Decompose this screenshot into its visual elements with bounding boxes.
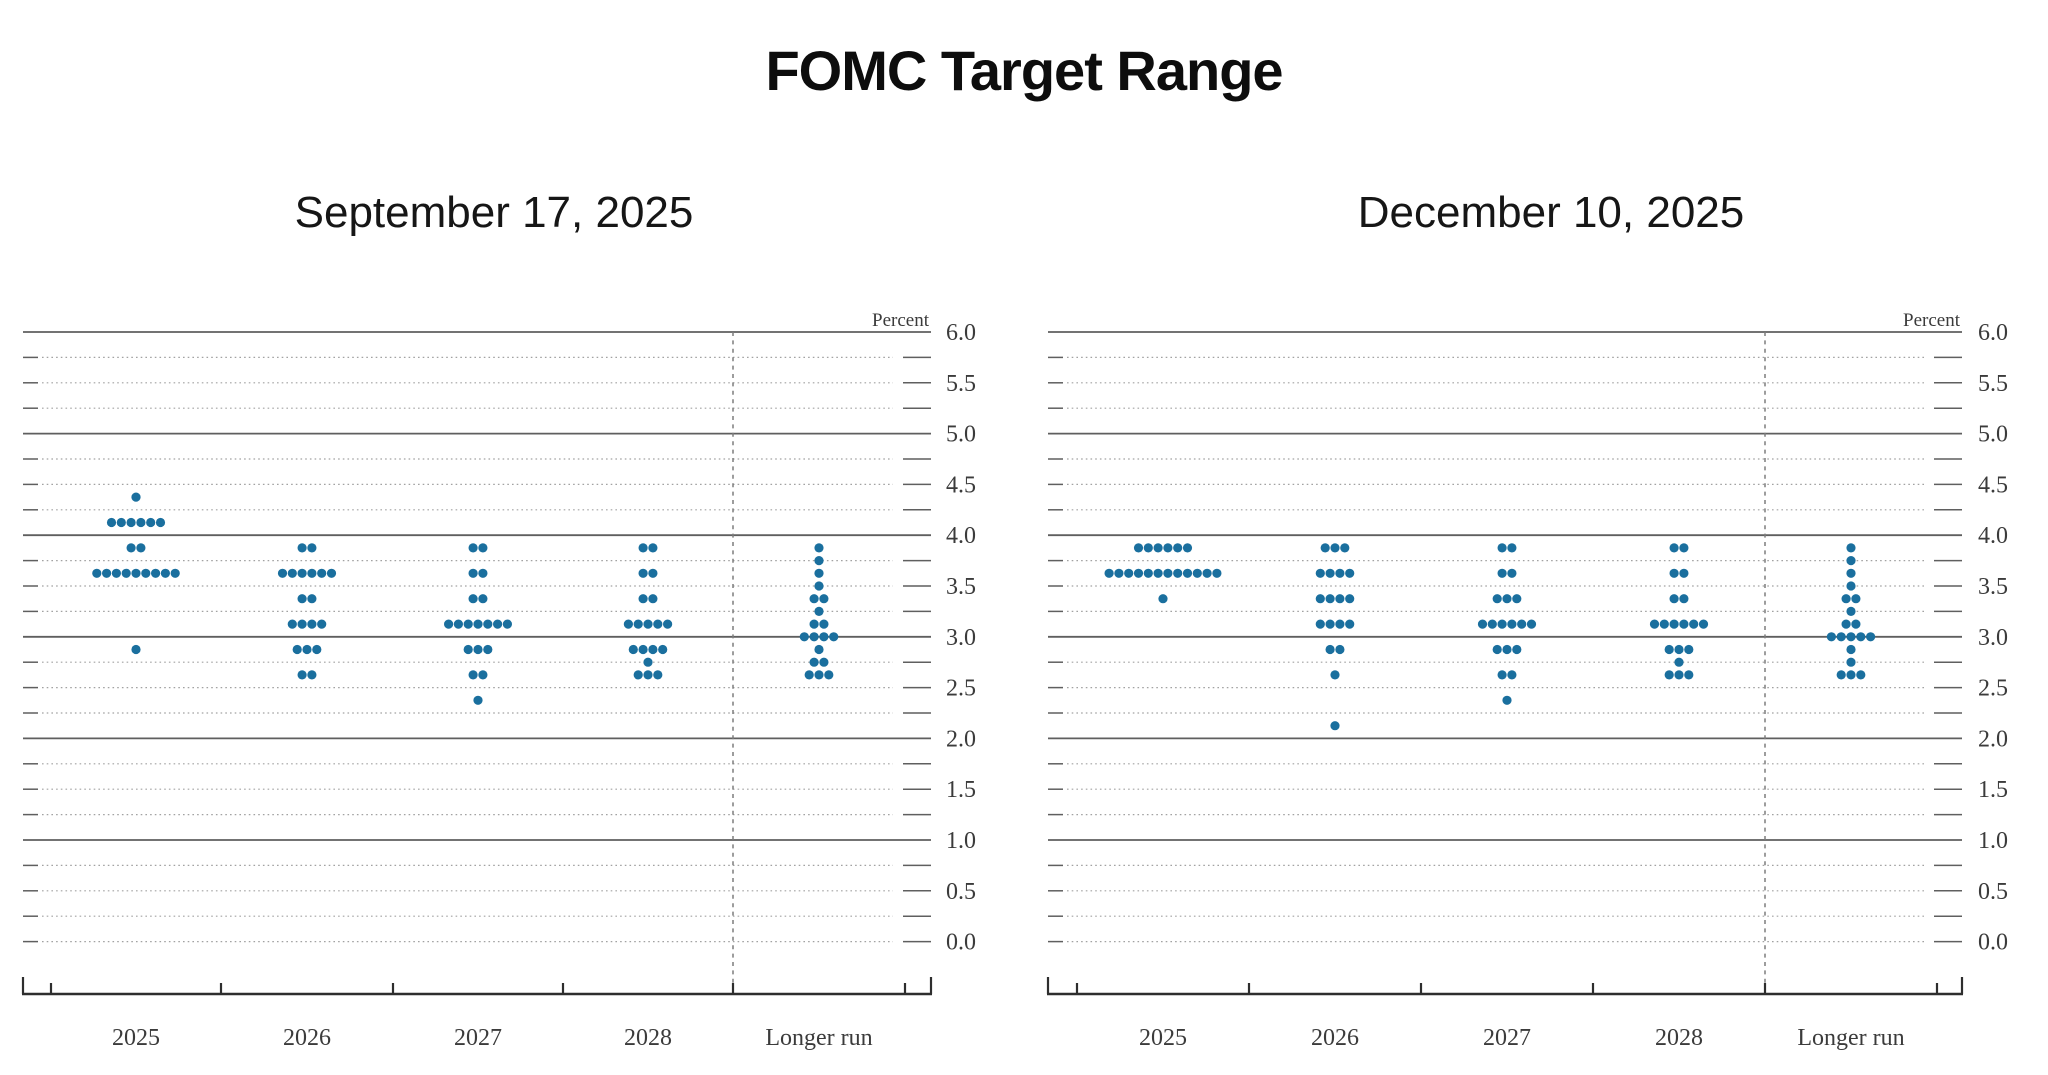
svg-text:1.0: 1.0 — [1978, 828, 2008, 854]
svg-text:3.5: 3.5 — [1978, 574, 2008, 600]
svg-text:0.5: 0.5 — [946, 879, 976, 905]
x-axis-labels: 2025 2026 2027 2028 Longer run — [1139, 1025, 1905, 1051]
svg-text:2028: 2028 — [1655, 1025, 1703, 1051]
gridlines — [1048, 331, 1962, 943]
svg-text:2.0: 2.0 — [1978, 726, 2008, 752]
svg-text:2026: 2026 — [283, 1025, 331, 1051]
svg-text:1.5: 1.5 — [946, 777, 976, 803]
svg-text:2026: 2026 — [1311, 1025, 1359, 1051]
svg-text:5.5: 5.5 — [1978, 371, 2008, 397]
svg-text:0.0: 0.0 — [946, 930, 976, 956]
svg-text:4.5: 4.5 — [1978, 472, 2008, 498]
page-title: FOMC Target Range — [765, 39, 1283, 102]
x-axis — [1046, 977, 1964, 996]
svg-text:2027: 2027 — [454, 1025, 502, 1051]
svg-text:1.5: 1.5 — [1978, 777, 2008, 803]
svg-text:5.0: 5.0 — [946, 422, 976, 448]
y-axis-labels: 6.0 5.5 5.0 4.5 4.0 3.5 3.0 2.5 2.0 1.5 1.0 0.5 0.0 — [946, 320, 976, 956]
svg-text:Longer run: Longer run — [1797, 1025, 1904, 1051]
svg-text:2.5: 2.5 — [1978, 676, 2008, 702]
x-axis-labels: 2025 2026 2027 2028 Longer run — [112, 1025, 873, 1051]
svg-text:Longer run: Longer run — [765, 1025, 872, 1051]
chart-september: 6.0 5.5 5.0 4.5 4.0 3.5 3.0 2.5 2.0 1.5 1.0 0.5 0.0 P… — [21, 310, 976, 1051]
svg-text:2.0: 2.0 — [946, 726, 976, 752]
svg-text:1.0: 1.0 — [946, 828, 976, 854]
svg-text:0.0: 0.0 — [1978, 930, 2008, 956]
chart-december: 6.0 5.5 5.0 4.5 4.0 3.5 3.0 2.5 2.0 1.5 1.0 0.5 0.0 P… — [1046, 310, 2008, 1051]
projection-dots — [1104, 543, 1876, 731]
svg-text:3.0: 3.0 — [1978, 625, 2008, 651]
svg-text:4.0: 4.0 — [1978, 523, 2008, 549]
projection-dots — [92, 492, 839, 705]
svg-text:2.5: 2.5 — [946, 676, 976, 702]
gridlines — [23, 331, 931, 943]
y-axis-labels: 6.0 5.5 5.0 4.5 4.0 3.5 3.0 2.5 2.0 1.5 1.0 0.5 0.0 — [1978, 320, 2008, 956]
svg-text:3.0: 3.0 — [946, 625, 976, 651]
svg-text:4.5: 4.5 — [946, 472, 976, 498]
percent-label: Percent — [1903, 310, 1961, 331]
chart-subtitle-september: September 17, 2025 — [294, 188, 694, 237]
svg-text:3.5: 3.5 — [946, 574, 976, 600]
chart-subtitle-december: December 10, 2025 — [1357, 188, 1745, 237]
svg-text:4.0: 4.0 — [946, 523, 976, 549]
svg-text:5.5: 5.5 — [946, 371, 976, 397]
svg-text:5.0: 5.0 — [1978, 422, 2008, 448]
percent-label: Percent — [872, 310, 930, 331]
svg-text:0.5: 0.5 — [1978, 879, 2008, 905]
svg-text:2027: 2027 — [1483, 1025, 1531, 1051]
svg-text:2025: 2025 — [112, 1025, 160, 1051]
svg-text:2025: 2025 — [1139, 1025, 1187, 1051]
svg-text:2028: 2028 — [624, 1025, 672, 1051]
svg-text:6.0: 6.0 — [1978, 320, 2008, 346]
x-axis — [21, 977, 933, 996]
svg-text:6.0: 6.0 — [946, 320, 976, 346]
